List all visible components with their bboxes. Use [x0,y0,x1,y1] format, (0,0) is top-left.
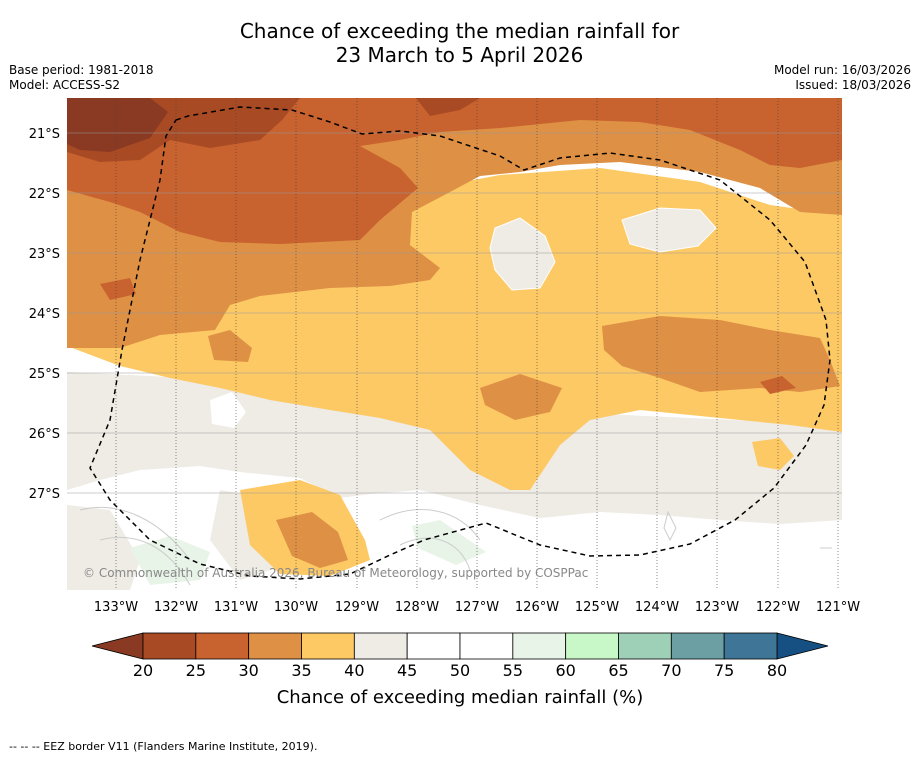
lon-label-129w: 129°W [335,600,379,615]
band-25-30-small [100,278,136,300]
lat-label-23s: 23°S [29,247,60,262]
colorbar-segment-8 [565,632,619,660]
colorbar-segment-2 [248,632,302,660]
lat-label-25s: 25°S [29,367,60,382]
lat-label-26s: 26°S [29,427,60,442]
colorbar-tick-65: 65 [608,661,628,680]
lat-label-22s: 22°S [29,187,60,202]
lon-label-133w: 133°W [94,600,138,615]
colorbar-over-arrow [776,632,829,660]
lon-label-128w: 128°W [395,600,439,615]
colorbar-tick-70: 70 [661,661,681,680]
colorbar-tick-80: 80 [767,661,787,680]
lon-label-122w: 122°W [756,600,800,615]
lon-label-132w: 132°W [154,600,198,615]
chart-title-line-2: 23 March to 5 April 2026 [335,43,584,67]
lon-label-123w: 123°W [695,600,739,615]
band-55-60-a [130,536,210,585]
lat-label-27s: 27°S [29,487,60,502]
colorbar-tick-35: 35 [291,661,311,680]
band-30-35-south [276,512,348,568]
band-45-50-a [489,217,556,291]
base-period: Base period: 1981-2018 [9,63,154,77]
colorbar-tick-20: 20 [133,661,153,680]
eez-border [89,106,831,580]
colorbar-segment-11 [723,632,778,660]
colorbar-label: Chance of exceeding median rainfall (%) [277,687,644,708]
colorbar-tick-55: 55 [503,661,523,680]
colorbar-tick-45: 45 [397,661,417,680]
colorbar-tick-60: 60 [555,661,575,680]
band-30-35-left [208,330,252,362]
colorbar-segment-5 [406,632,461,660]
lon-label-130w: 130°W [274,600,318,615]
chart-title-line-1: Chance of exceeding the median rainfall … [239,19,680,43]
lon-label-124w: 124°W [635,600,679,615]
colorbar-segment-7 [512,632,567,660]
issued-date: Issued: 18/03/2026 [795,78,911,92]
colorbar-tick-75: 75 [714,661,734,680]
band-35-40-east [752,438,794,470]
band-under-20 [67,98,168,152]
colorbar-tick-40: 40 [344,661,364,680]
colorbar-segments [142,632,778,660]
band-25-30-small-b [760,376,796,394]
latitude-lines [67,132,842,494]
colorbar-under-arrow [91,632,144,660]
lon-label-131w: 131°W [214,600,258,615]
lon-label-121w: 121°W [816,600,860,615]
copyright-text: © Commonwealth of Australia 2026, Bureau… [83,566,588,580]
colorbar-tick-25: 25 [186,661,206,680]
colorbar-ticks: 20 25 30 35 40 45 50 55 60 65 70 75 80 [133,661,787,680]
band-55-60-b [412,520,486,565]
band-45-50-c [210,392,246,428]
band-45-50-b [621,207,717,253]
lat-label-21s: 21°S [29,127,60,142]
colorbar: 20 25 30 35 40 45 50 55 60 65 70 75 80 Chance of exc… [91,632,829,708]
band-20-25-ne [416,98,480,116]
model-name: Model: ACCESS-S2 [9,78,121,92]
lon-label-127w: 127°W [455,600,499,615]
colorbar-segment-0 [142,632,197,660]
lat-label-24s: 24°S [29,307,60,322]
colorbar-segment-4 [353,632,408,660]
latitude-labels: 21°S 22°S 23°S 24°S 25°S 26°S 27°S [29,127,60,502]
colorbar-tick-50: 50 [450,661,470,680]
lon-label-125w: 125°W [575,600,619,615]
faint-contours [79,506,832,586]
colorbar-segment-9 [618,632,672,660]
probability-field: © Commonwealth of Australia 2026, Bureau… [67,98,842,590]
colorbar-tick-30: 30 [238,661,258,680]
colorbar-segment-10 [670,632,725,660]
colorbar-segment-6 [459,632,514,660]
graticule [115,98,839,590]
colorbar-segment-1 [195,632,250,660]
band-30-35-blob [480,374,562,420]
band-40-45-small-left [67,505,140,590]
model-run-date: Model run: 16/03/2026 [773,63,911,77]
eez-legend-note: -- -- -- EEZ border V11 (Flanders Marine… [9,740,318,753]
lon-label-126w: 126°W [515,600,559,615]
longitude-labels: 133°W 132°W 131°W 130°W 129°W 128°W 127°… [94,600,860,615]
colorbar-segment-3 [301,632,355,660]
